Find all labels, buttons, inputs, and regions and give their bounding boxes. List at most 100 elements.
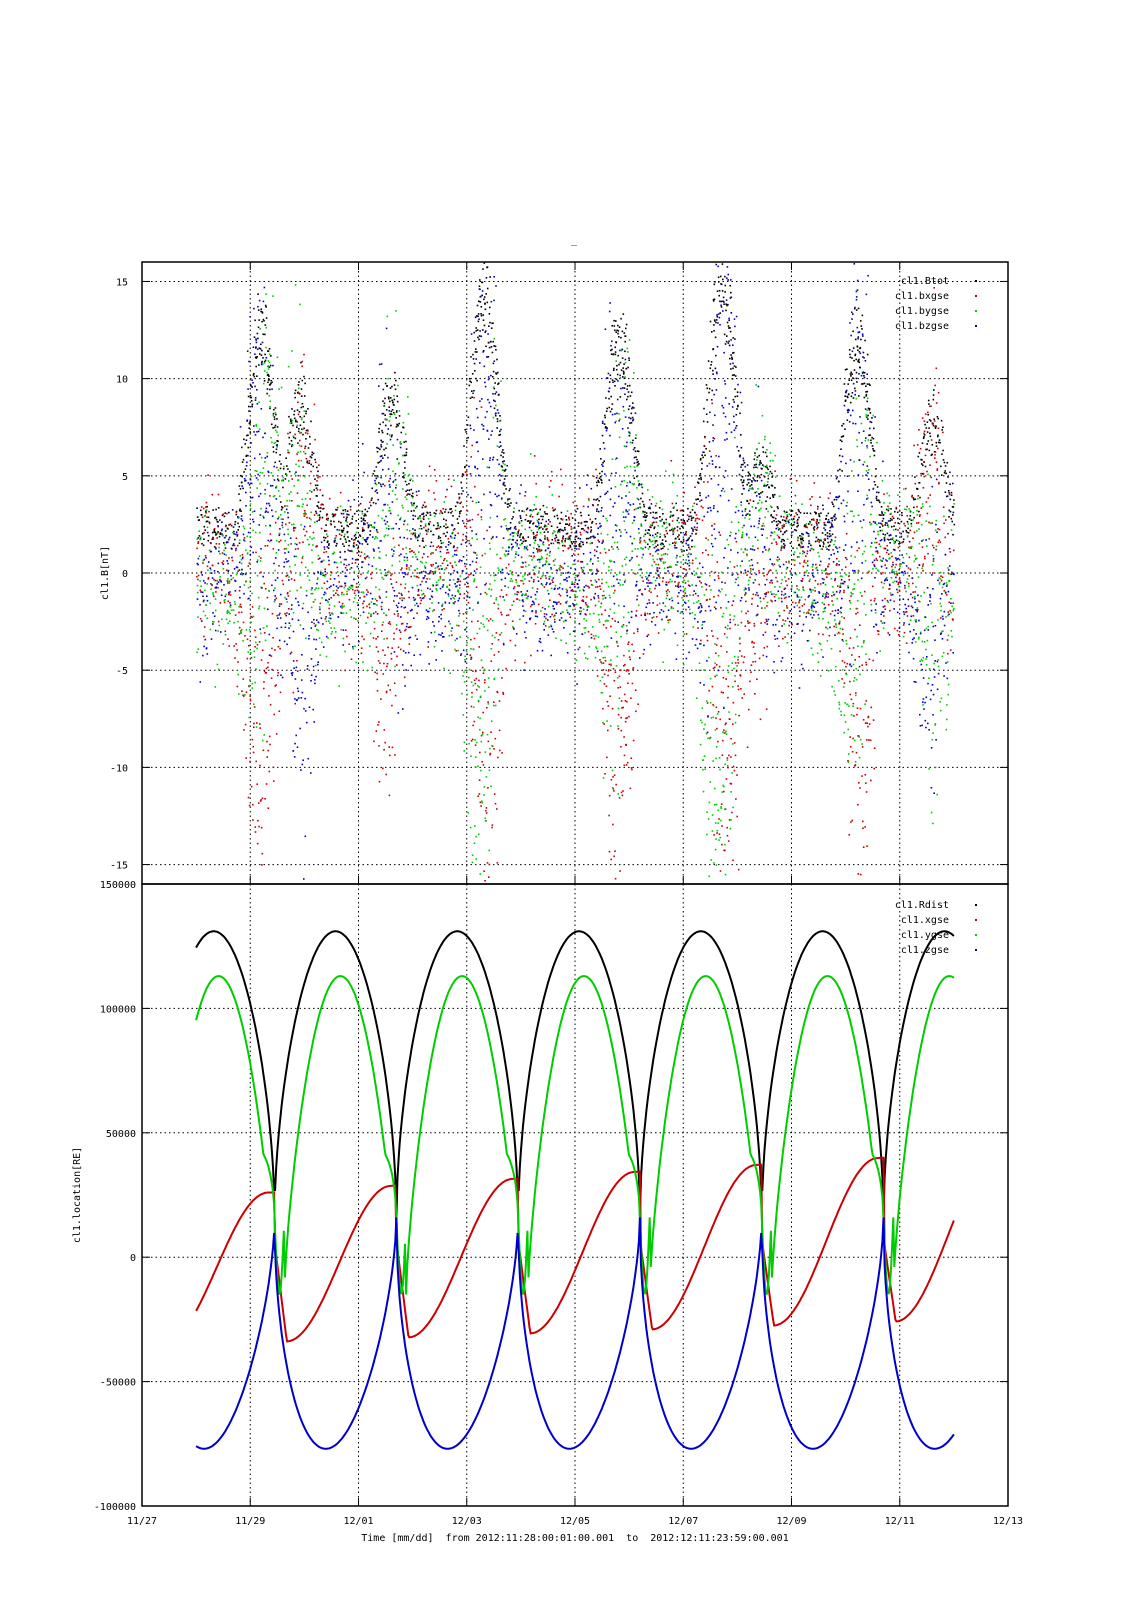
scatter-point bbox=[514, 659, 516, 662]
scatter-point bbox=[758, 572, 761, 574]
scatter-point bbox=[866, 390, 869, 393]
scatter-point bbox=[729, 357, 731, 360]
scatter-point bbox=[831, 519, 834, 522]
scatter-point bbox=[624, 376, 626, 378]
scatter-point bbox=[539, 550, 541, 553]
scatter-point bbox=[298, 387, 300, 390]
scatter-point bbox=[324, 575, 326, 577]
scatter-point bbox=[217, 521, 219, 523]
scatter-point bbox=[471, 500, 474, 503]
scatter-point bbox=[545, 561, 548, 563]
scatter-point bbox=[298, 381, 300, 383]
scatter-point bbox=[374, 598, 377, 600]
scatter-point bbox=[455, 549, 458, 552]
scatter-point bbox=[341, 602, 344, 605]
scatter-point bbox=[271, 441, 273, 444]
scatter-point bbox=[336, 589, 338, 592]
scatter-point bbox=[536, 513, 539, 516]
scatter-point bbox=[592, 535, 595, 538]
scatter-point bbox=[285, 523, 287, 526]
scatter-point bbox=[753, 458, 756, 461]
scatter-point bbox=[309, 536, 311, 538]
scatter-point bbox=[433, 492, 435, 494]
scatter-point bbox=[277, 478, 279, 481]
scatter-point bbox=[849, 736, 851, 738]
scatter-point bbox=[622, 584, 624, 586]
scatter-point bbox=[749, 568, 752, 570]
scatter-point bbox=[390, 652, 393, 655]
scatter-point bbox=[713, 319, 716, 321]
scatter-point bbox=[408, 643, 411, 645]
scatter-point bbox=[214, 686, 217, 688]
scatter-point bbox=[603, 723, 605, 725]
scatter-point bbox=[312, 465, 314, 468]
scatter-point bbox=[853, 307, 856, 310]
scatter-point bbox=[478, 793, 481, 795]
scatter-point bbox=[618, 797, 621, 799]
scatter-point bbox=[377, 514, 380, 517]
scatter-point bbox=[602, 707, 604, 710]
scatter-point bbox=[427, 530, 429, 533]
scatter-point bbox=[694, 520, 697, 522]
scatter-point bbox=[647, 633, 650, 636]
scatter-point bbox=[938, 539, 941, 542]
scatter-point bbox=[600, 692, 603, 694]
scatter-point bbox=[263, 362, 266, 364]
scatter-point bbox=[516, 539, 518, 542]
scatter-point bbox=[247, 796, 250, 799]
scatter-point bbox=[545, 560, 547, 562]
scatter-point bbox=[268, 770, 271, 773]
scatter-point bbox=[606, 700, 609, 703]
scatter-point bbox=[249, 503, 252, 505]
scatter-point bbox=[922, 565, 924, 567]
scatter-point bbox=[938, 441, 940, 444]
scatter-point bbox=[198, 519, 200, 521]
scatter-point bbox=[911, 596, 914, 599]
scatter-point bbox=[549, 550, 551, 553]
scatter-point bbox=[221, 618, 223, 621]
scatter-point bbox=[465, 538, 468, 540]
scatter-point bbox=[774, 470, 776, 472]
scatter-point bbox=[657, 544, 659, 546]
scatter-point bbox=[937, 541, 939, 544]
scatter-point bbox=[566, 532, 569, 535]
scatter-point bbox=[551, 494, 554, 496]
scatter-point bbox=[362, 592, 365, 594]
scatter-point bbox=[287, 528, 289, 531]
scatter-point bbox=[214, 546, 217, 549]
scatter-point bbox=[627, 611, 630, 614]
scatter-point bbox=[493, 399, 495, 402]
scatter-point bbox=[853, 359, 855, 362]
scatter-point bbox=[441, 512, 444, 514]
scatter-point bbox=[344, 509, 347, 511]
scatter-point bbox=[695, 498, 697, 501]
scatter-point bbox=[944, 470, 946, 472]
scatter-point bbox=[514, 528, 517, 530]
scatter-point bbox=[616, 329, 618, 332]
scatter-point bbox=[229, 591, 231, 593]
scatter-point bbox=[611, 787, 614, 789]
scatter-point bbox=[615, 378, 618, 381]
scatter-point bbox=[878, 499, 880, 502]
scatter-point bbox=[277, 674, 279, 677]
scatter-point bbox=[622, 511, 625, 513]
scatter-point bbox=[311, 451, 314, 454]
scatter-point bbox=[476, 538, 478, 541]
scatter-point bbox=[376, 599, 378, 602]
scatter-point bbox=[659, 520, 662, 522]
scatter-point bbox=[207, 576, 210, 579]
scatter-point bbox=[842, 633, 844, 635]
scatter-point bbox=[250, 385, 252, 387]
scatter-point bbox=[398, 560, 401, 563]
scatter-point bbox=[299, 450, 302, 453]
scatter-point bbox=[350, 538, 353, 540]
scatter-point bbox=[558, 567, 560, 570]
scatter-point bbox=[630, 391, 633, 394]
scatter-point bbox=[219, 532, 222, 534]
scatter-point bbox=[597, 586, 599, 588]
scatter-point bbox=[529, 544, 531, 546]
scatter-point bbox=[537, 528, 540, 531]
scatter-point bbox=[340, 521, 342, 524]
scatter-point bbox=[389, 623, 392, 625]
